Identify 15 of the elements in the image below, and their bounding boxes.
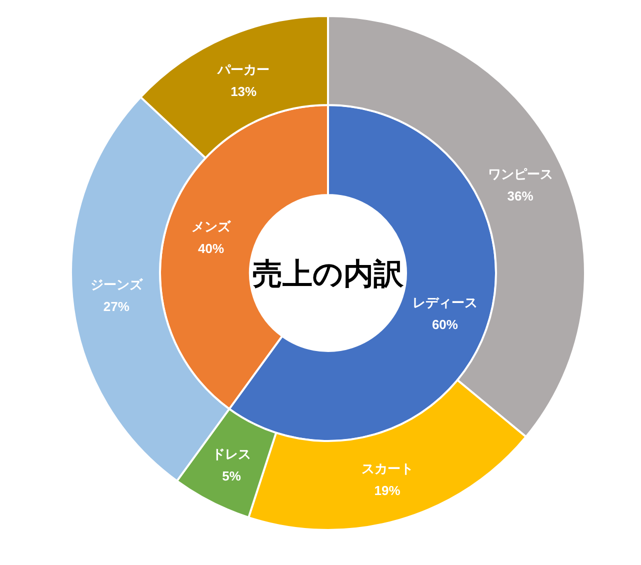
slice-label: メンズ — [192, 218, 232, 234]
slice-label: ドレス — [212, 446, 252, 462]
data-label: 60% — [432, 317, 458, 332]
data-label: 19% — [374, 483, 401, 498]
slice-label: レディース — [412, 295, 478, 310]
slice-label: ワンピース — [488, 166, 553, 182]
slice-label: パーカー — [216, 62, 270, 77]
slice-label: ジーンズ — [90, 277, 144, 292]
data-label: 13% — [230, 84, 258, 99]
data-label: 36% — [507, 188, 534, 204]
text: 売上の内訳 — [252, 258, 404, 291]
data-label: 27% — [103, 299, 130, 314]
data-label: 5% — [222, 468, 242, 484]
data-label: 40% — [198, 240, 224, 256]
slice-label: スカート — [361, 461, 414, 476]
